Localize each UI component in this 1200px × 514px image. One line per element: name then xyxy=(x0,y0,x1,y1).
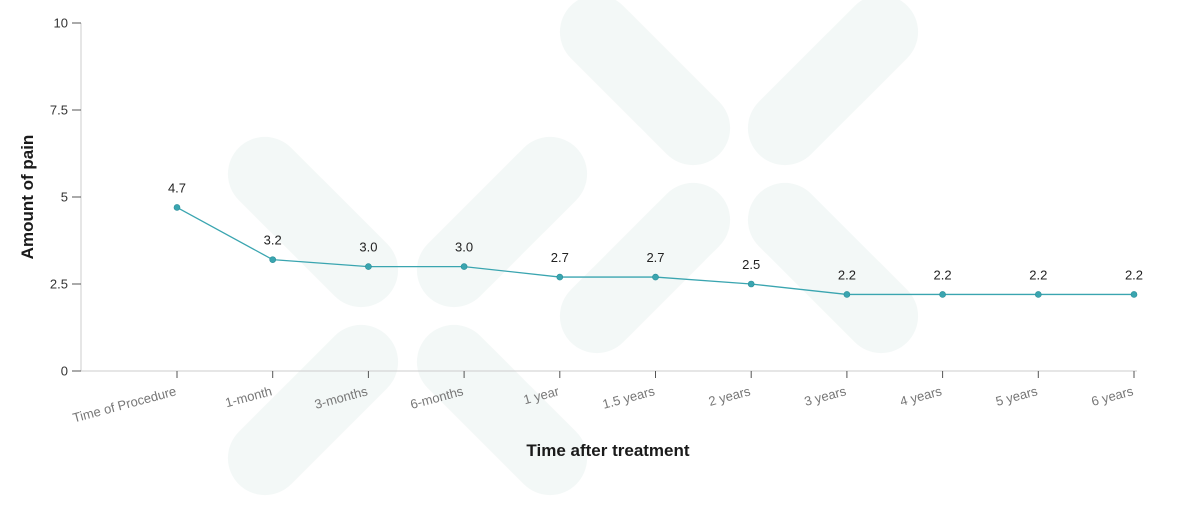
y-axis-ticks: 0 2.5 5 7.5 10 xyxy=(50,16,81,379)
watermark-bar xyxy=(227,136,399,308)
data-label: 3.0 xyxy=(455,240,473,255)
series-layer: 4.7 3.2 3.0 3.0 2.7 2.7 2.5 2.2 2.2 2.2 2.2 xyxy=(168,180,1143,298)
y-tick-label: 5 xyxy=(61,190,68,205)
watermark-bar xyxy=(559,182,731,354)
data-point[interactable] xyxy=(269,256,277,263)
data-point[interactable] xyxy=(173,204,181,211)
data-label: 2.7 xyxy=(646,250,664,265)
x-tick-label: 4 years xyxy=(898,383,944,409)
data-label: 2.2 xyxy=(1125,267,1143,282)
watermark-bar xyxy=(747,182,919,354)
data-label: 2.2 xyxy=(934,267,952,282)
watermark-logo xyxy=(227,0,919,496)
data-label: 3.2 xyxy=(264,233,282,248)
data-label: 4.7 xyxy=(168,180,186,195)
watermark-bar xyxy=(416,136,588,308)
data-point[interactable] xyxy=(939,291,946,298)
data-point[interactable] xyxy=(652,273,659,281)
x-tick-label: 2 years xyxy=(707,383,753,409)
data-label: 3.0 xyxy=(359,240,377,255)
data-point[interactable] xyxy=(365,263,372,270)
watermark-bar xyxy=(747,0,919,166)
data-label: 2.5 xyxy=(742,257,760,272)
watermark-bar xyxy=(559,0,731,166)
x-tick-label: 6 years xyxy=(1090,383,1136,409)
y-tick-label: 2.5 xyxy=(50,277,68,292)
data-label: 2.7 xyxy=(551,250,569,265)
x-tick-label: 1.5 years xyxy=(601,383,657,411)
data-label: 2.2 xyxy=(1029,267,1047,282)
y-axis-title: Amount of pain xyxy=(18,135,37,260)
y-tick-label: 0 xyxy=(61,364,68,379)
data-point[interactable] xyxy=(843,291,851,298)
data-point[interactable] xyxy=(1130,291,1138,298)
x-axis-ticks: Time of Procedure 1-month 3-months 6-months… xyxy=(71,371,1135,425)
x-tick-label: 3 years xyxy=(803,383,849,409)
data-point[interactable] xyxy=(460,263,468,270)
data-point[interactable] xyxy=(747,280,755,288)
data-label: 2.2 xyxy=(838,267,856,282)
y-tick-label: 7.5 xyxy=(50,103,68,118)
x-axis-title: Time after treatment xyxy=(526,441,689,460)
data-point[interactable] xyxy=(1035,291,1042,298)
data-point[interactable] xyxy=(556,273,564,281)
watermark-bar xyxy=(227,324,399,496)
x-tick-label: 5 years xyxy=(994,383,1040,409)
y-tick-label: 10 xyxy=(54,16,68,31)
x-tick-label: Time of Procedure xyxy=(71,383,178,425)
watermark-bar xyxy=(416,324,588,496)
